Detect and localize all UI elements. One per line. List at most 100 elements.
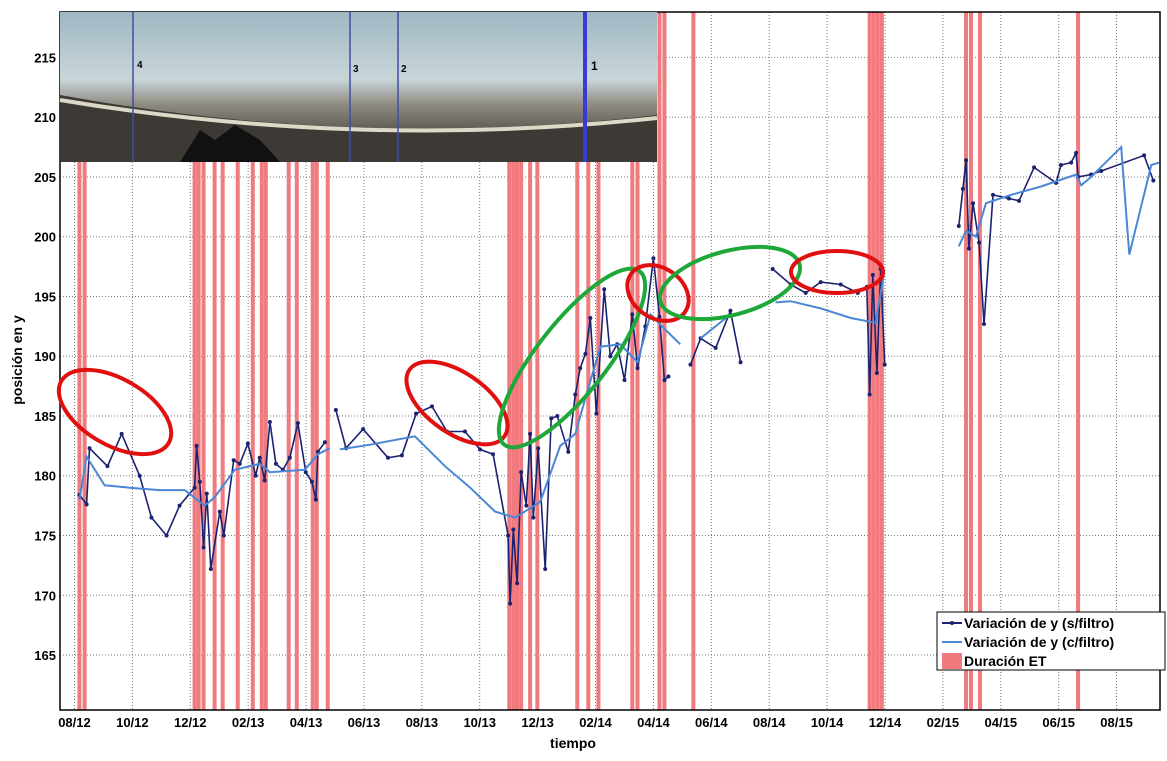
series-marker bbox=[149, 515, 154, 520]
et-band bbox=[968, 12, 973, 710]
photo-silhouette bbox=[180, 125, 280, 162]
x-tick-label: 08/13 bbox=[406, 715, 439, 730]
et-band bbox=[586, 12, 591, 710]
et-band bbox=[867, 12, 872, 710]
series-marker bbox=[303, 470, 308, 475]
series-marker bbox=[262, 478, 267, 483]
series-marker bbox=[313, 497, 318, 502]
photo-label: 1 bbox=[591, 59, 598, 73]
series-marker bbox=[508, 601, 513, 606]
x-tick-label: 12/14 bbox=[869, 715, 902, 730]
et-band bbox=[519, 12, 524, 710]
x-tick-label: 10/13 bbox=[463, 715, 496, 730]
series-marker bbox=[528, 431, 533, 436]
inset-photo: 4 3 2 1 bbox=[59, 12, 658, 162]
y-tick-label: 180 bbox=[34, 469, 56, 484]
series-marker bbox=[971, 201, 975, 206]
x-tick-label: 04/15 bbox=[985, 715, 1018, 730]
series-marker bbox=[1074, 151, 1079, 156]
series-marker bbox=[84, 502, 89, 507]
highlight-ellipse bbox=[789, 249, 885, 295]
series-marker bbox=[204, 491, 209, 496]
y-tick-label: 200 bbox=[34, 230, 56, 245]
series-marker bbox=[608, 354, 613, 359]
series-marker bbox=[583, 351, 588, 356]
x-tick-label: 08/15 bbox=[1100, 715, 1133, 730]
series-marker bbox=[818, 280, 823, 285]
series-marker bbox=[194, 443, 199, 448]
series-line bbox=[78, 144, 1160, 519]
series-marker bbox=[982, 321, 986, 326]
x-tick-label: 08/14 bbox=[753, 715, 786, 730]
series-marker bbox=[738, 360, 743, 365]
series-marker bbox=[309, 479, 314, 484]
et-band bbox=[294, 12, 299, 710]
series-marker bbox=[287, 455, 292, 460]
et-band bbox=[515, 12, 520, 710]
x-tick-label: 12/13 bbox=[521, 715, 554, 730]
x-tick-label: 08/12 bbox=[58, 715, 91, 730]
et-band bbox=[662, 12, 667, 710]
x-tick-label: 06/13 bbox=[348, 715, 381, 730]
series-marker bbox=[429, 404, 434, 409]
et-band bbox=[657, 12, 662, 710]
series-marker bbox=[197, 479, 202, 484]
y-axis-label: posición en y bbox=[9, 315, 25, 405]
series-marker bbox=[578, 366, 583, 371]
series-marker bbox=[478, 447, 483, 452]
y-tick-label: 210 bbox=[34, 110, 56, 125]
series-marker bbox=[1151, 178, 1156, 183]
series-marker bbox=[594, 411, 599, 416]
series-marker bbox=[666, 374, 671, 379]
x-tick-label: 12/12 bbox=[174, 715, 207, 730]
series-marker bbox=[164, 533, 169, 538]
series-marker bbox=[651, 256, 656, 261]
series-marker bbox=[630, 312, 635, 317]
photo-label: 2 bbox=[401, 64, 407, 75]
y-tick-label: 190 bbox=[34, 349, 56, 364]
et-band bbox=[263, 12, 268, 710]
series-marker bbox=[662, 378, 667, 383]
series-marker bbox=[524, 503, 529, 508]
series-marker bbox=[688, 362, 693, 367]
x-tick-label: 02/13 bbox=[232, 715, 265, 730]
y-tick-label: 195 bbox=[34, 289, 56, 304]
series-marker bbox=[519, 470, 524, 475]
series-marker bbox=[322, 440, 327, 445]
et-band bbox=[630, 12, 635, 710]
et-band bbox=[879, 12, 884, 710]
series-marker bbox=[1142, 153, 1147, 158]
legend-box bbox=[936, 611, 1166, 671]
et-band bbox=[1076, 12, 1081, 710]
series-marker bbox=[237, 461, 242, 466]
series-marker bbox=[803, 290, 808, 295]
series-marker bbox=[491, 452, 496, 457]
series-marker bbox=[253, 473, 258, 478]
x-tick-label: 02/15 bbox=[927, 715, 960, 730]
x-tick-label: 06/14 bbox=[695, 715, 728, 730]
et-band bbox=[77, 12, 82, 710]
y-tick-label: 185 bbox=[34, 409, 56, 424]
series-marker bbox=[105, 464, 110, 469]
et-band bbox=[507, 12, 512, 710]
et-band bbox=[286, 12, 291, 710]
legend-label: Variación de y (s/filtro) bbox=[964, 615, 1114, 631]
series-marker bbox=[1017, 198, 1022, 203]
series-marker bbox=[511, 527, 516, 532]
series-marker bbox=[960, 186, 965, 191]
highlight-ellipse bbox=[496, 266, 648, 450]
series-marker bbox=[385, 455, 390, 460]
series-marker bbox=[635, 366, 640, 371]
series-marker bbox=[192, 485, 197, 490]
x-tick-label: 02/14 bbox=[579, 715, 612, 730]
x-tick-label: 06/15 bbox=[1042, 715, 1075, 730]
et-band bbox=[220, 12, 225, 710]
et-band bbox=[250, 12, 255, 710]
legend-marker bbox=[950, 621, 954, 625]
series-marker bbox=[245, 441, 250, 446]
series-marker bbox=[399, 453, 404, 458]
series-marker bbox=[1006, 196, 1011, 201]
series-marker bbox=[956, 223, 961, 228]
series-marker bbox=[555, 413, 560, 418]
